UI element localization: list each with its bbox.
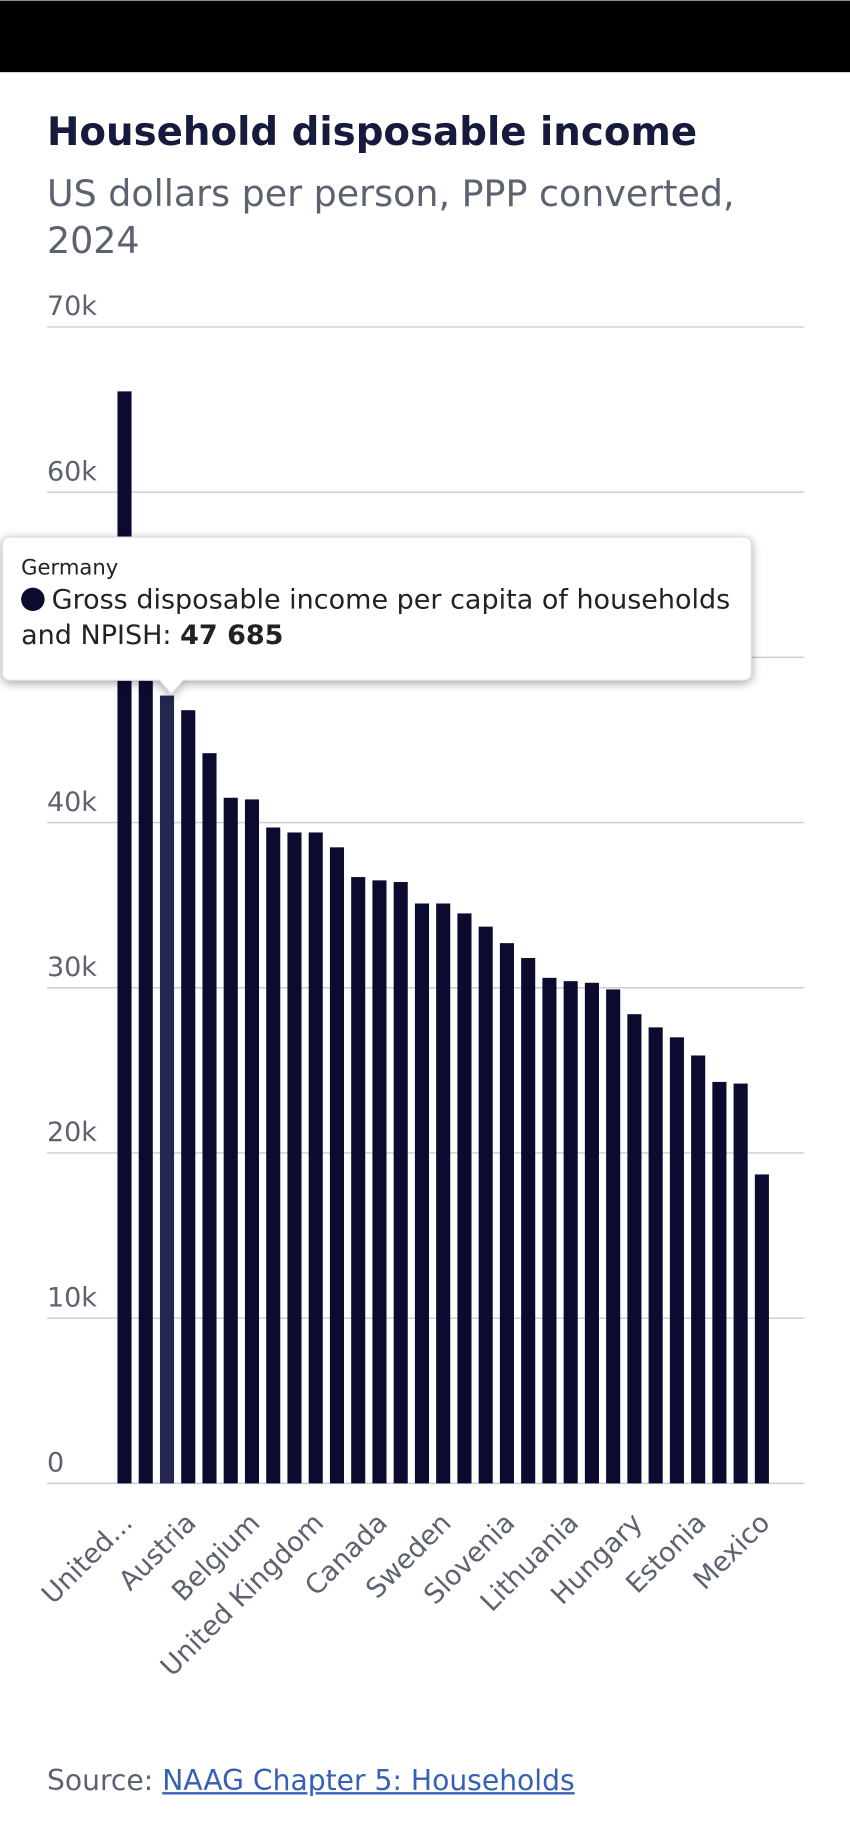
footer: Source: NAAG Chapter 5: Households	[46, 1763, 575, 1797]
bar	[393, 882, 408, 1484]
bar	[223, 797, 238, 1484]
tooltip: Germany Gross disposable income per capi…	[21, 555, 732, 653]
chart-subtitle: US dollars per person, PPP converted, 20…	[46, 173, 735, 263]
bar	[478, 926, 493, 1484]
bar	[691, 1055, 706, 1484]
bar	[159, 695, 175, 1484]
bar	[542, 977, 557, 1484]
bar	[436, 903, 451, 1484]
bar	[308, 832, 323, 1484]
bar	[138, 673, 153, 1484]
chart-title: Household disposable income	[46, 108, 698, 155]
bar	[669, 1037, 684, 1484]
status-bar	[0, 0, 850, 73]
bar	[712, 1081, 727, 1484]
y-tick-label: 10k	[47, 1282, 97, 1313]
header: Household disposable income US dollars p…	[46, 108, 735, 263]
tooltip-category: Germany	[21, 555, 119, 581]
bar	[584, 982, 599, 1484]
bar	[606, 989, 621, 1484]
bar	[181, 710, 196, 1484]
bar	[244, 799, 260, 1484]
bar	[754, 1174, 769, 1484]
bar	[372, 880, 387, 1484]
y-tick-label: 0	[47, 1448, 64, 1479]
y-tick-label: 40k	[47, 787, 97, 818]
y-tick-label: 60k	[47, 456, 97, 487]
bar	[266, 827, 281, 1484]
bar	[351, 877, 366, 1484]
bar	[627, 1014, 642, 1484]
bar	[457, 913, 472, 1484]
y-tick-label: 20k	[47, 1117, 97, 1148]
bar	[329, 847, 345, 1484]
bar	[521, 958, 536, 1484]
tooltip-text: Gross disposable income per capita of ho…	[21, 585, 731, 651]
bar	[563, 981, 578, 1484]
tooltip-row: Gross disposable income per capita of ho…	[21, 583, 732, 653]
y-tick-label: 30k	[47, 952, 97, 983]
source-link[interactable]: NAAG Chapter 5: Households	[162, 1763, 575, 1797]
y-tick-label: 70k	[47, 291, 97, 322]
bar	[499, 943, 514, 1484]
bar	[287, 832, 302, 1484]
bar	[414, 903, 429, 1484]
x-tick-label: United...	[36, 1507, 139, 1610]
tooltip-box	[1, 536, 752, 696]
tooltip-marker	[21, 587, 45, 612]
source-label: Source:	[46, 1763, 154, 1797]
tooltip-value: 47 685	[180, 620, 284, 651]
bar	[648, 1027, 663, 1484]
bar	[202, 753, 217, 1484]
bar	[733, 1083, 748, 1484]
